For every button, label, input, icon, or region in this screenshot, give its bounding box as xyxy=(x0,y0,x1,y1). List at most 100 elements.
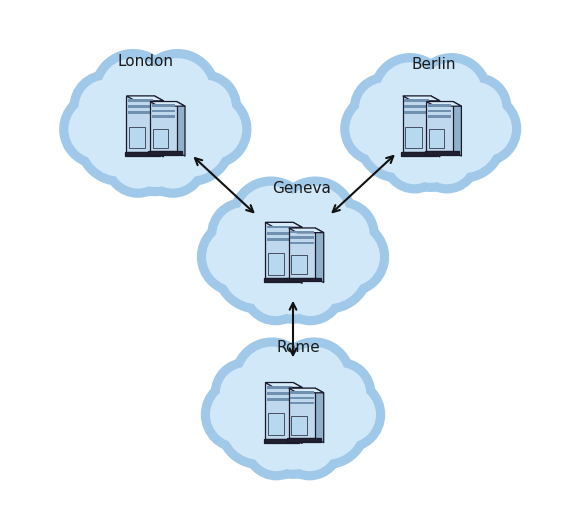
Circle shape xyxy=(411,125,483,196)
FancyBboxPatch shape xyxy=(129,127,145,149)
FancyBboxPatch shape xyxy=(425,152,459,156)
FancyBboxPatch shape xyxy=(290,242,314,245)
FancyBboxPatch shape xyxy=(289,388,315,438)
FancyBboxPatch shape xyxy=(264,279,299,283)
Polygon shape xyxy=(289,388,323,393)
Circle shape xyxy=(210,358,282,429)
Circle shape xyxy=(105,100,205,200)
Circle shape xyxy=(293,234,364,304)
Circle shape xyxy=(255,239,331,315)
Circle shape xyxy=(245,386,341,482)
Circle shape xyxy=(146,97,236,187)
FancyBboxPatch shape xyxy=(128,112,153,115)
Circle shape xyxy=(171,89,254,172)
Circle shape xyxy=(305,199,379,272)
Circle shape xyxy=(320,228,380,287)
Circle shape xyxy=(112,137,164,189)
FancyBboxPatch shape xyxy=(268,253,284,275)
FancyBboxPatch shape xyxy=(290,237,314,239)
Circle shape xyxy=(285,421,335,471)
Circle shape xyxy=(135,50,220,134)
Polygon shape xyxy=(293,383,302,444)
FancyBboxPatch shape xyxy=(427,102,453,152)
Circle shape xyxy=(100,59,166,125)
Polygon shape xyxy=(265,223,302,228)
Circle shape xyxy=(225,392,293,460)
Circle shape xyxy=(105,64,206,164)
Polygon shape xyxy=(127,97,163,102)
Circle shape xyxy=(57,89,140,172)
Circle shape xyxy=(213,224,302,314)
FancyBboxPatch shape xyxy=(404,100,430,103)
Circle shape xyxy=(210,222,305,316)
Circle shape xyxy=(281,380,373,472)
Circle shape xyxy=(444,90,524,169)
Polygon shape xyxy=(289,229,323,233)
Circle shape xyxy=(349,101,406,158)
Circle shape xyxy=(380,65,481,165)
Circle shape xyxy=(144,95,238,189)
FancyBboxPatch shape xyxy=(268,413,284,435)
Circle shape xyxy=(367,51,453,137)
Circle shape xyxy=(379,63,441,125)
FancyBboxPatch shape xyxy=(290,232,314,234)
FancyBboxPatch shape xyxy=(267,238,292,241)
Circle shape xyxy=(314,208,370,263)
Circle shape xyxy=(173,91,251,169)
FancyBboxPatch shape xyxy=(267,233,292,235)
Circle shape xyxy=(195,216,278,299)
Circle shape xyxy=(421,98,506,183)
Polygon shape xyxy=(427,102,461,107)
Circle shape xyxy=(338,90,417,169)
Circle shape xyxy=(114,73,196,155)
Polygon shape xyxy=(176,102,185,157)
Polygon shape xyxy=(315,388,323,443)
Circle shape xyxy=(198,375,279,455)
FancyBboxPatch shape xyxy=(290,391,314,394)
Circle shape xyxy=(59,91,138,169)
Circle shape xyxy=(67,69,146,147)
Circle shape xyxy=(302,356,378,432)
Circle shape xyxy=(311,218,389,296)
FancyBboxPatch shape xyxy=(267,392,292,395)
Text: London: London xyxy=(117,54,173,69)
Polygon shape xyxy=(150,102,185,107)
Circle shape xyxy=(168,71,241,145)
FancyBboxPatch shape xyxy=(289,229,315,278)
FancyBboxPatch shape xyxy=(406,127,421,149)
Circle shape xyxy=(282,186,348,252)
Circle shape xyxy=(408,51,494,137)
Circle shape xyxy=(390,136,439,185)
Circle shape xyxy=(103,128,173,199)
Polygon shape xyxy=(293,223,302,284)
Circle shape xyxy=(250,264,302,317)
Circle shape xyxy=(165,69,244,147)
Circle shape xyxy=(216,383,302,469)
FancyBboxPatch shape xyxy=(428,105,451,108)
Circle shape xyxy=(138,128,208,199)
Polygon shape xyxy=(315,229,323,283)
Circle shape xyxy=(392,76,469,153)
Circle shape xyxy=(210,386,267,443)
Circle shape xyxy=(395,112,466,183)
Polygon shape xyxy=(431,97,440,158)
Circle shape xyxy=(383,101,478,195)
Circle shape xyxy=(364,107,431,174)
Circle shape xyxy=(246,230,340,324)
Circle shape xyxy=(252,201,334,282)
Circle shape xyxy=(350,74,420,144)
FancyBboxPatch shape xyxy=(428,116,451,119)
FancyBboxPatch shape xyxy=(290,397,314,399)
Circle shape xyxy=(240,189,346,294)
Circle shape xyxy=(70,71,143,145)
Circle shape xyxy=(216,208,272,263)
Circle shape xyxy=(226,175,316,264)
Circle shape xyxy=(108,103,202,197)
Circle shape xyxy=(304,358,376,429)
Circle shape xyxy=(238,252,314,328)
Circle shape xyxy=(439,71,514,147)
Circle shape xyxy=(309,377,385,453)
Circle shape xyxy=(431,107,498,174)
Circle shape xyxy=(155,106,226,178)
Circle shape xyxy=(240,410,313,483)
